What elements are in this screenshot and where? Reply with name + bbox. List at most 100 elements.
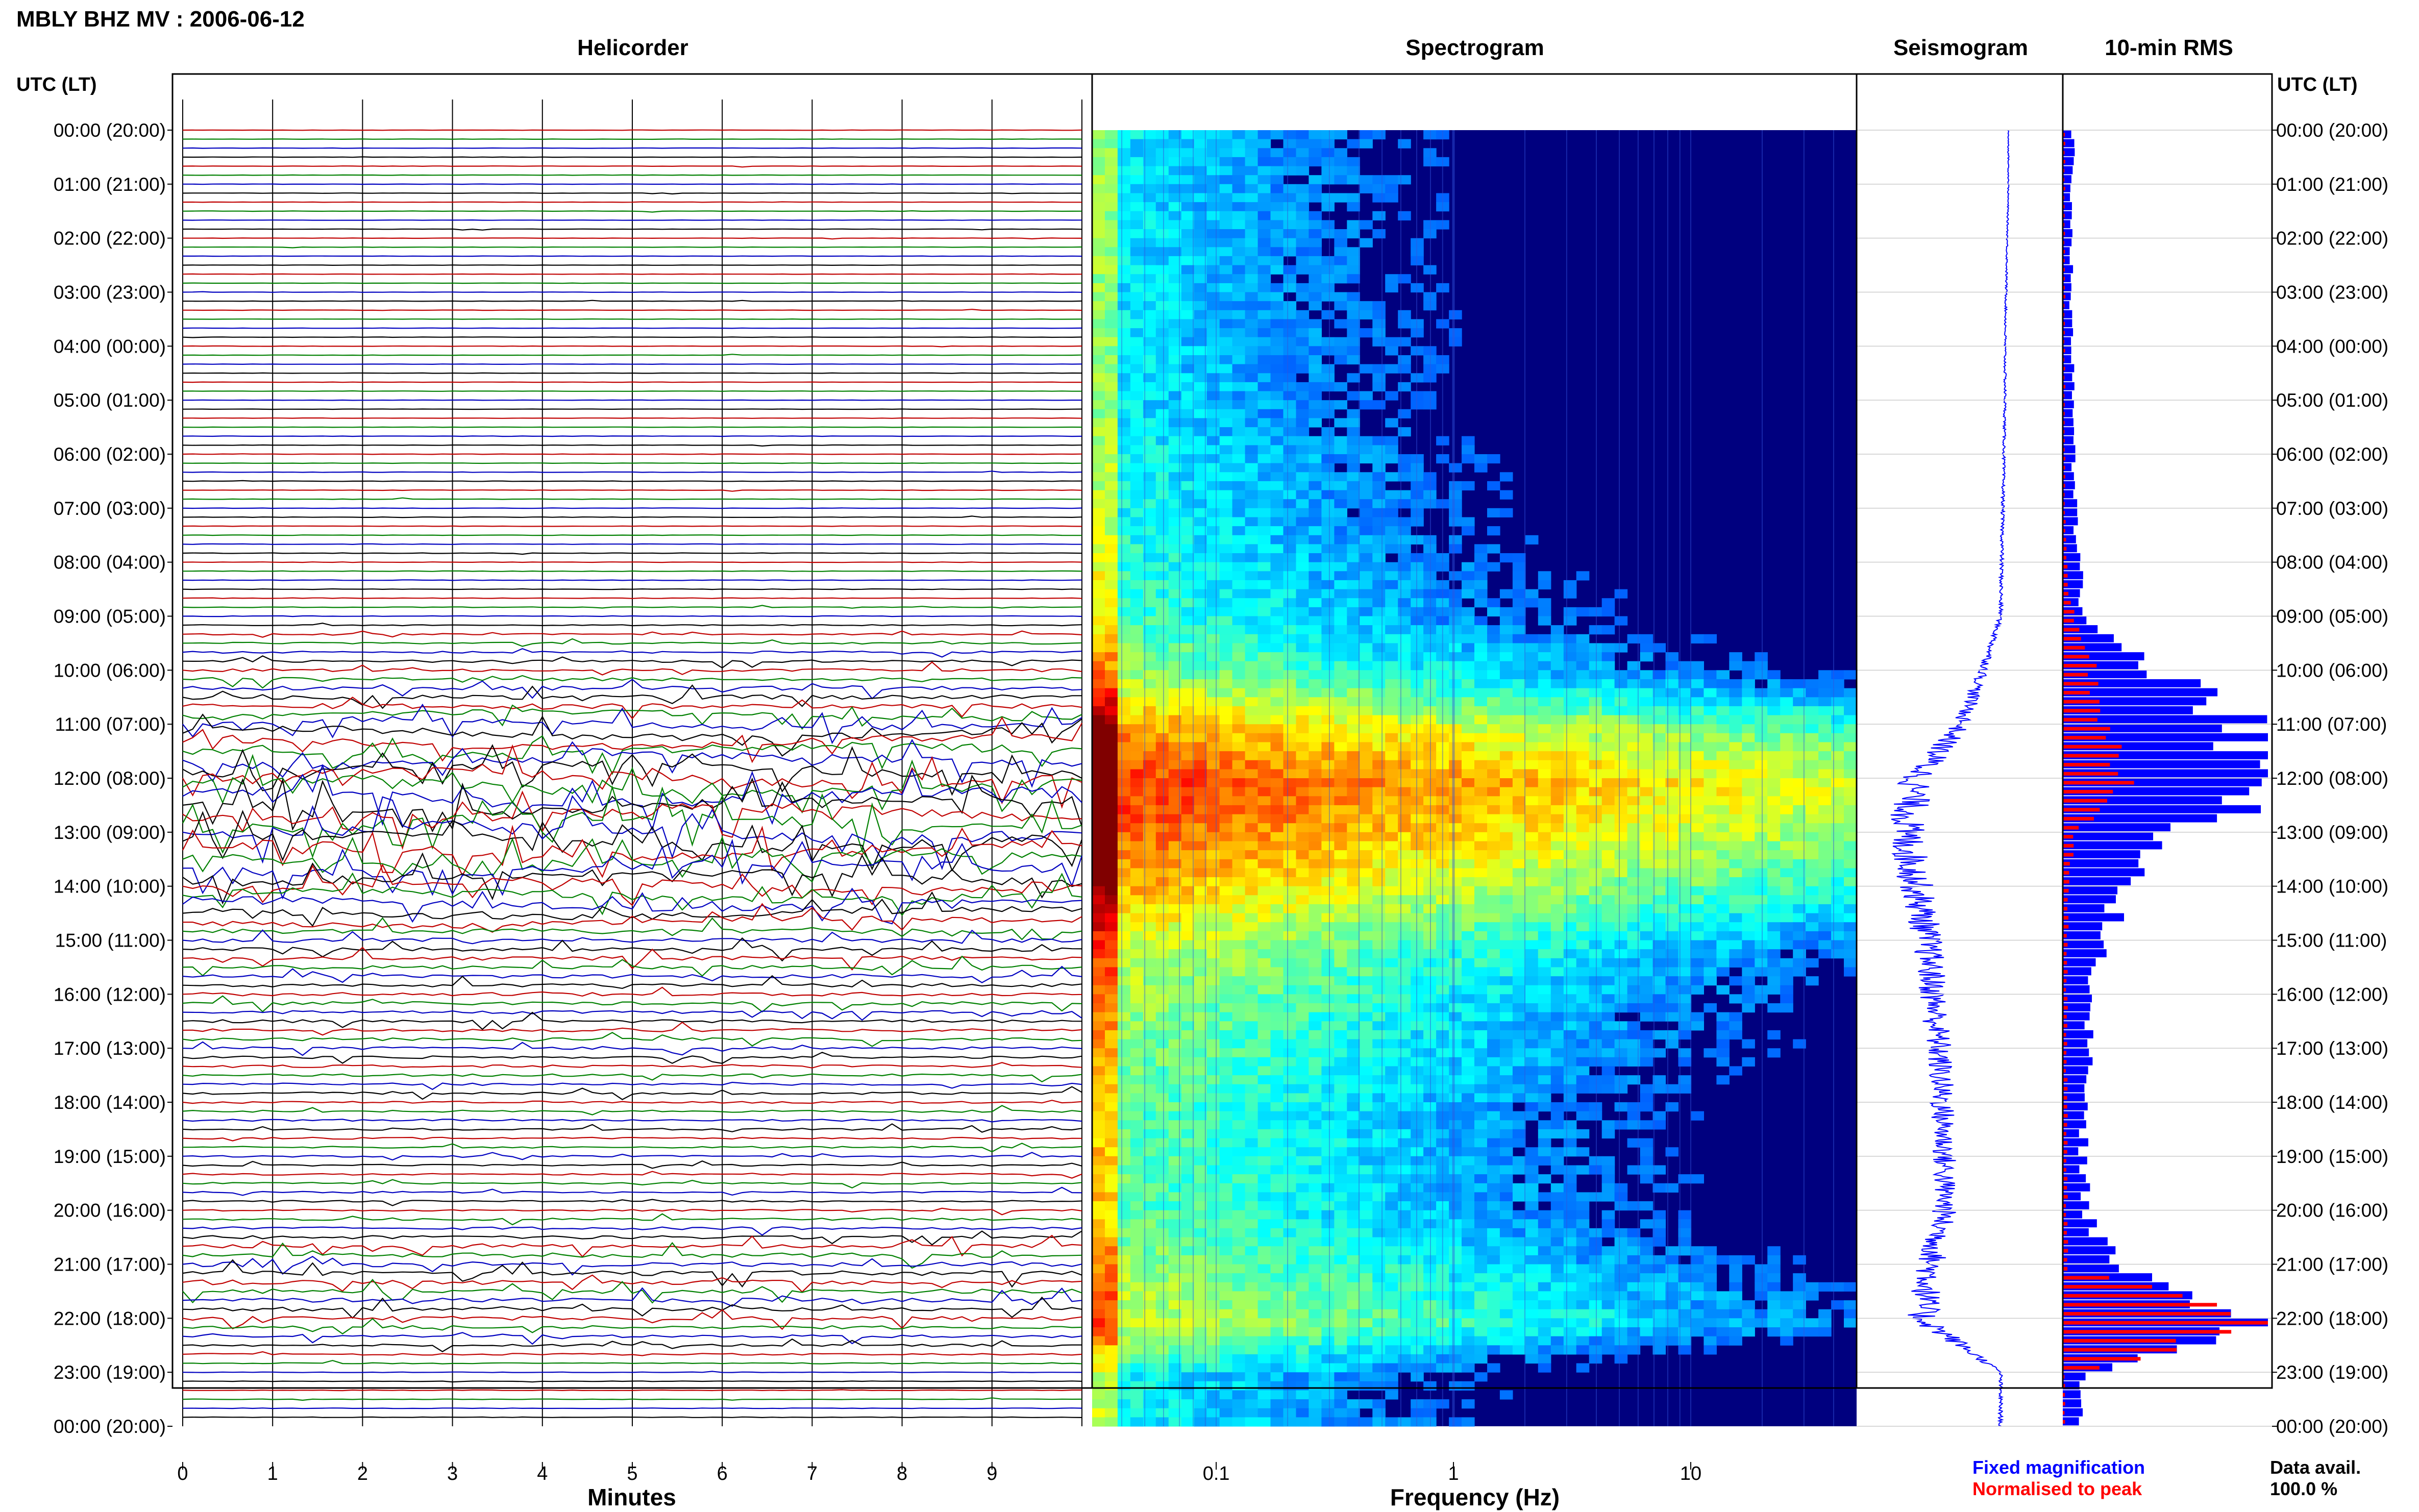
spectrogram-cell bbox=[1347, 481, 1360, 491]
spectrogram-cell bbox=[1321, 1165, 1335, 1175]
spectrogram-cell bbox=[1385, 499, 1398, 509]
spectrogram-cell bbox=[1117, 1003, 1131, 1013]
spectrogram-cell bbox=[1130, 985, 1144, 995]
spectrogram-cell bbox=[1742, 1057, 1755, 1067]
spectrogram-cell bbox=[1117, 913, 1131, 923]
spectrogram-cell bbox=[1665, 967, 1679, 977]
spectrogram-cell bbox=[1130, 337, 1144, 346]
spectrogram-cell bbox=[1398, 679, 1411, 689]
spectrogram-cell bbox=[1309, 697, 1322, 707]
spectrogram-cell bbox=[1130, 328, 1144, 338]
spectrogram-cell bbox=[1194, 1156, 1207, 1166]
spectrogram-cell bbox=[1499, 472, 1513, 482]
time-label-left: 13:00 (09:00) bbox=[54, 822, 166, 843]
spectrogram-cell bbox=[1181, 580, 1195, 590]
spectrogram-cell bbox=[1398, 724, 1411, 734]
spectrogram-cell bbox=[1232, 508, 1246, 517]
spectrogram-cell bbox=[1436, 931, 1449, 941]
spectrogram-cell bbox=[1398, 454, 1411, 464]
spectrogram-cell bbox=[1334, 841, 1347, 851]
spectrogram-cell bbox=[1257, 310, 1271, 319]
spectrogram-cell bbox=[1155, 1201, 1169, 1211]
spectrogram-cell bbox=[1665, 796, 1679, 806]
spectrogram-cell bbox=[1423, 1219, 1437, 1229]
spectrogram-cell bbox=[1117, 238, 1131, 247]
spectrogram-cell bbox=[1309, 1219, 1322, 1229]
spectrogram-cell bbox=[1398, 688, 1411, 698]
spectrogram-cell bbox=[1334, 535, 1347, 544]
spectrogram-cell bbox=[1283, 400, 1297, 410]
spectrogram-cell bbox=[1360, 454, 1373, 464]
spectrogram-cell bbox=[1512, 985, 1526, 995]
seismogram-title: Seismogram bbox=[1893, 35, 2028, 60]
spectrogram-cell bbox=[1257, 994, 1271, 1004]
spectrogram-cell bbox=[1181, 229, 1195, 239]
spectrogram-cell bbox=[1589, 1039, 1602, 1049]
spectrogram-cell bbox=[1194, 418, 1207, 428]
spectrogram-cell bbox=[1092, 1120, 1105, 1130]
spectrogram-cell bbox=[1372, 229, 1386, 239]
spectrogram-cell bbox=[1194, 382, 1207, 392]
spectrogram-cell bbox=[1563, 1165, 1577, 1175]
spectrogram-cell bbox=[1321, 958, 1335, 968]
spectrogram-cell bbox=[1270, 967, 1284, 977]
spectrogram-cell bbox=[1181, 1102, 1195, 1112]
spectrogram-cell bbox=[1525, 1057, 1539, 1067]
spectrogram-cell bbox=[1385, 1219, 1398, 1229]
spectrogram-cell bbox=[1105, 1075, 1118, 1085]
spectrogram-cell bbox=[1309, 1093, 1322, 1103]
spectrogram-cell bbox=[1742, 967, 1755, 977]
spectrogram-cell bbox=[1678, 679, 1692, 689]
spectrogram-cell bbox=[1411, 400, 1424, 410]
spectrogram-cell bbox=[1372, 1147, 1386, 1157]
spectrogram-cell bbox=[1270, 193, 1284, 203]
spectrogram-cell bbox=[1474, 832, 1488, 841]
spectrogram-cell bbox=[1117, 526, 1131, 536]
spectrogram-cell bbox=[1512, 1048, 1526, 1058]
spectrogram-cell bbox=[1538, 1156, 1551, 1166]
spectrogram-cell bbox=[1818, 823, 1832, 833]
spectrogram-cell bbox=[1691, 697, 1704, 707]
spectrogram-cell bbox=[1143, 310, 1156, 319]
spectrogram-cell bbox=[1130, 589, 1144, 599]
spectrogram-cell bbox=[1347, 589, 1360, 599]
spectrogram-cell bbox=[1589, 1084, 1602, 1094]
spectrogram-cell bbox=[1538, 913, 1551, 923]
spectrogram-cell bbox=[1436, 652, 1449, 662]
spectrogram-cell bbox=[1130, 895, 1144, 905]
spectrogram-cell bbox=[1716, 985, 1730, 995]
spectrogram-cell bbox=[1092, 544, 1105, 554]
spectrogram-cell bbox=[1232, 1084, 1246, 1094]
spectrogram-cell bbox=[1105, 742, 1118, 752]
spectrogram-cell bbox=[1652, 1003, 1666, 1013]
spectrogram-cell bbox=[1155, 976, 1169, 986]
spectrogram-cell bbox=[1347, 661, 1360, 671]
spectrogram-cell bbox=[1194, 256, 1207, 266]
spectrogram-cell bbox=[1283, 1210, 1297, 1220]
spectrogram-cell bbox=[1347, 976, 1360, 986]
spectrogram-cell bbox=[1423, 1012, 1437, 1022]
spectrogram-cell bbox=[1550, 958, 1564, 968]
spectrogram-cell bbox=[1155, 400, 1169, 410]
spectrogram-cell bbox=[1538, 1120, 1551, 1130]
spectrogram-cell bbox=[1092, 1102, 1105, 1112]
spectrogram-cell bbox=[1831, 760, 1844, 770]
spectrogram-cell bbox=[1334, 787, 1347, 797]
spectrogram-cell bbox=[1283, 1219, 1297, 1229]
spectrogram-cell bbox=[1449, 1120, 1462, 1130]
spectrogram-cell bbox=[1181, 931, 1195, 941]
spectrogram-cell bbox=[1347, 463, 1360, 473]
spectrogram-cell bbox=[1640, 886, 1653, 896]
spectrogram-cell bbox=[1105, 940, 1118, 950]
spectrogram-cell bbox=[1296, 445, 1310, 455]
spectrogram-cell bbox=[1347, 535, 1360, 544]
spectrogram-cell bbox=[1436, 1048, 1449, 1058]
spectrogram-cell bbox=[1385, 904, 1398, 914]
spectrogram-cell bbox=[1232, 886, 1246, 896]
spectrogram-cell bbox=[1462, 1156, 1475, 1166]
spectrogram-cell bbox=[1449, 481, 1462, 491]
spectrogram-cell bbox=[1181, 1201, 1195, 1211]
spectrogram-cell bbox=[1219, 1111, 1233, 1121]
spectrogram-cell bbox=[1321, 535, 1335, 544]
spectrogram-cell bbox=[1487, 562, 1500, 572]
